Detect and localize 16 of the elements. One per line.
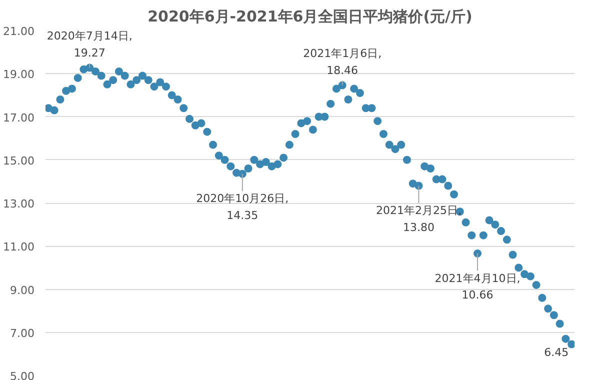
y-tick-label: 7.00	[10, 326, 35, 340]
annotation: 2020年10月26日, 14.35	[196, 192, 289, 222]
chart-title: 2020年6月-2021年6月全国日平均猪价(元/斤)	[148, 8, 472, 26]
annotation: 2020年7月14日, 19.27	[46, 30, 132, 60]
y-tick-label: 17.00	[3, 111, 35, 124]
y-tick-label: 21.00	[3, 25, 35, 38]
y-tick-label: 19.00	[3, 68, 35, 82]
annotation: 2021年2月25日, 13.80	[376, 204, 462, 234]
data-label: 6.45	[544, 346, 569, 360]
annotation: 2021年1月6日, 18.46	[303, 47, 382, 77]
y-tick-label: 9.00	[10, 284, 35, 297]
y-tick-label: 11.00	[3, 240, 35, 254]
y-tick-label: 5.00	[10, 370, 35, 380]
annotation: 2021年4月10日, 10.66	[434, 272, 520, 302]
y-tick-label: 13.00	[3, 198, 35, 210]
y-tick-label: 15.00	[3, 154, 35, 168]
